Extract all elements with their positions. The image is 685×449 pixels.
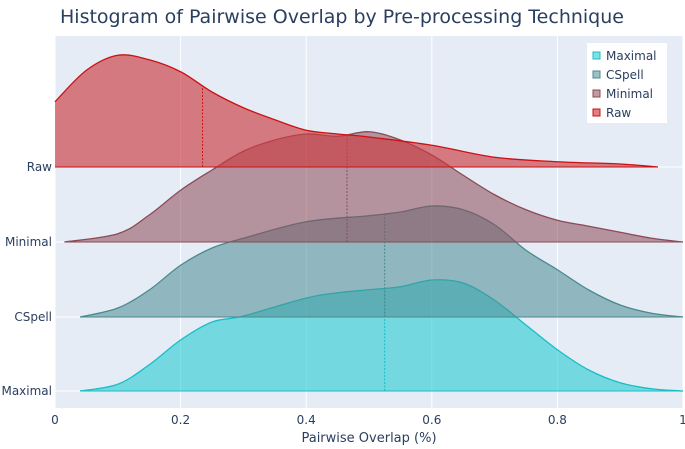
- x-tick-label: 0.8: [548, 413, 567, 427]
- x-tick-label: 0.4: [297, 413, 316, 427]
- density-line: [64, 131, 684, 243]
- legend-item: Maximal: [606, 49, 657, 63]
- density-fill: [64, 131, 684, 242]
- density-fill: [80, 205, 684, 317]
- y-tick-label: Maximal: [1, 384, 52, 398]
- density-line: [54, 54, 658, 168]
- legend-item: Minimal: [606, 87, 653, 101]
- ridge-raw: [54, 54, 658, 168]
- x-tick-label: 0.6: [422, 413, 441, 427]
- x-tick-label: 1: [679, 413, 685, 427]
- density-fill: [55, 54, 658, 168]
- y-tick-label: Minimal: [5, 235, 52, 249]
- legend-swatch: [592, 51, 601, 60]
- legend-item: CSpell: [606, 68, 644, 82]
- y-tick-label: CSpell: [14, 310, 52, 324]
- density-fill: [80, 279, 684, 391]
- legend-swatch: [592, 108, 601, 117]
- legend: Maximal CSpell Minimal Raw: [587, 43, 667, 123]
- legend-item: Raw: [606, 106, 631, 120]
- x-tick-label: 0.2: [171, 413, 190, 427]
- x-tick-label: 0: [51, 413, 59, 427]
- x-axis-label: Pairwise Overlap (%): [301, 431, 436, 445]
- y-tick-label: Raw: [27, 160, 52, 174]
- ridge-minimal: [64, 131, 684, 243]
- chart-title: Histogram of Pairwise Overlap by Pre-pro…: [60, 6, 624, 28]
- legend-swatch: [592, 89, 601, 98]
- legend-swatch: [592, 70, 601, 79]
